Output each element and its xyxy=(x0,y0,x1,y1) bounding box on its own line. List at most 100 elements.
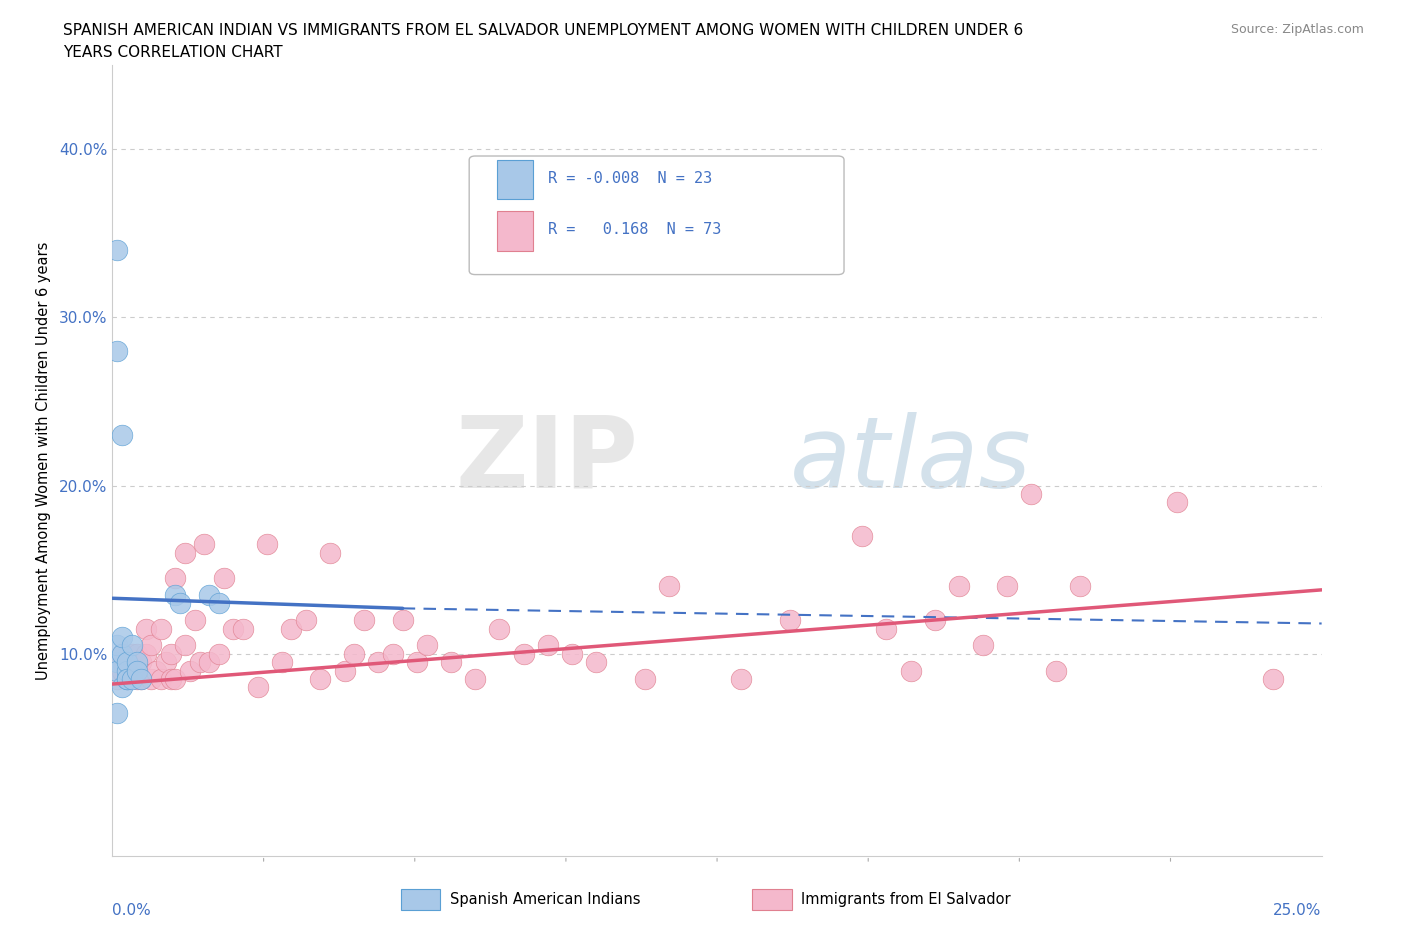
Text: Immigrants from El Salvador: Immigrants from El Salvador xyxy=(801,892,1011,907)
Point xyxy=(875,621,897,636)
Point xyxy=(111,646,134,661)
Point xyxy=(115,671,138,686)
FancyBboxPatch shape xyxy=(496,211,533,251)
Point xyxy=(145,663,167,678)
Point xyxy=(382,646,405,661)
Point xyxy=(121,663,143,678)
Point xyxy=(924,613,946,628)
Text: R =   0.168  N = 73: R = 0.168 N = 73 xyxy=(548,222,721,237)
Point xyxy=(135,621,157,636)
Point xyxy=(464,671,486,686)
Point xyxy=(948,579,970,594)
Point xyxy=(141,671,163,686)
Text: YEARS CORRELATION CHART: YEARS CORRELATION CHART xyxy=(63,45,283,60)
Point xyxy=(121,638,143,653)
Point xyxy=(105,655,128,670)
Point xyxy=(105,663,128,678)
Point xyxy=(115,671,138,686)
Point xyxy=(155,655,177,670)
Text: ZIP: ZIP xyxy=(456,412,638,509)
Point xyxy=(512,646,534,661)
Point xyxy=(208,596,231,611)
Point xyxy=(633,671,655,686)
Point xyxy=(232,621,254,636)
Text: 0.0%: 0.0% xyxy=(112,903,152,918)
Point xyxy=(270,655,292,670)
Point xyxy=(105,655,128,670)
Point xyxy=(174,545,197,560)
Point xyxy=(256,537,278,551)
Point xyxy=(121,671,143,686)
Point xyxy=(416,638,439,653)
Point xyxy=(125,671,148,686)
Point xyxy=(406,655,429,670)
Point xyxy=(111,680,134,695)
Point xyxy=(179,663,201,678)
Point xyxy=(165,588,187,603)
Point xyxy=(198,588,221,603)
Point xyxy=(1263,671,1285,686)
Point xyxy=(105,638,128,653)
FancyBboxPatch shape xyxy=(470,156,844,274)
Point xyxy=(440,655,463,670)
Point xyxy=(165,671,187,686)
Point xyxy=(131,655,153,670)
Point xyxy=(141,638,163,653)
Point xyxy=(779,613,801,628)
Y-axis label: Unemployment Among Women with Children Under 6 years: Unemployment Among Women with Children U… xyxy=(35,241,51,680)
Point xyxy=(131,671,153,686)
Point xyxy=(169,596,191,611)
Point xyxy=(222,621,245,636)
Point xyxy=(159,646,181,661)
Point xyxy=(105,671,128,686)
Point xyxy=(105,243,128,258)
Point xyxy=(149,671,172,686)
Point xyxy=(1021,486,1043,501)
Point xyxy=(851,528,873,543)
Point xyxy=(280,621,302,636)
Point xyxy=(343,646,366,661)
Point xyxy=(115,663,138,678)
Point xyxy=(105,705,128,720)
Point xyxy=(212,571,235,586)
Point xyxy=(730,671,752,686)
Text: 25.0%: 25.0% xyxy=(1274,903,1322,918)
Point xyxy=(246,680,269,695)
Point xyxy=(658,579,681,594)
Text: atlas: atlas xyxy=(790,412,1031,509)
Point xyxy=(995,579,1018,594)
Point xyxy=(165,571,187,586)
Text: R = -0.008  N = 23: R = -0.008 N = 23 xyxy=(548,170,711,186)
Point xyxy=(188,655,211,670)
Point xyxy=(1166,495,1188,510)
Point xyxy=(391,613,413,628)
Text: Spanish American Indians: Spanish American Indians xyxy=(450,892,640,907)
Point xyxy=(295,613,318,628)
Text: SPANISH AMERICAN INDIAN VS IMMIGRANTS FROM EL SALVADOR UNEMPLOYMENT AMONG WOMEN : SPANISH AMERICAN INDIAN VS IMMIGRANTS FR… xyxy=(63,23,1024,38)
Point xyxy=(115,655,138,670)
Point xyxy=(208,646,231,661)
Point xyxy=(105,343,128,358)
Point xyxy=(537,638,560,653)
Point xyxy=(1045,663,1067,678)
Point xyxy=(149,621,172,636)
Point xyxy=(125,646,148,661)
Point xyxy=(1069,579,1091,594)
Point xyxy=(111,630,134,644)
Point xyxy=(125,655,148,670)
Point xyxy=(121,646,143,661)
Point xyxy=(488,621,510,636)
Point xyxy=(193,537,215,551)
Point xyxy=(319,545,342,560)
Point xyxy=(125,663,148,678)
Point xyxy=(111,646,134,661)
Point xyxy=(111,428,134,443)
Point xyxy=(585,655,607,670)
Point xyxy=(972,638,994,653)
Point xyxy=(353,613,375,628)
Point xyxy=(900,663,922,678)
Point xyxy=(198,655,221,670)
Point xyxy=(367,655,389,670)
Point xyxy=(135,646,157,661)
Point xyxy=(333,663,356,678)
